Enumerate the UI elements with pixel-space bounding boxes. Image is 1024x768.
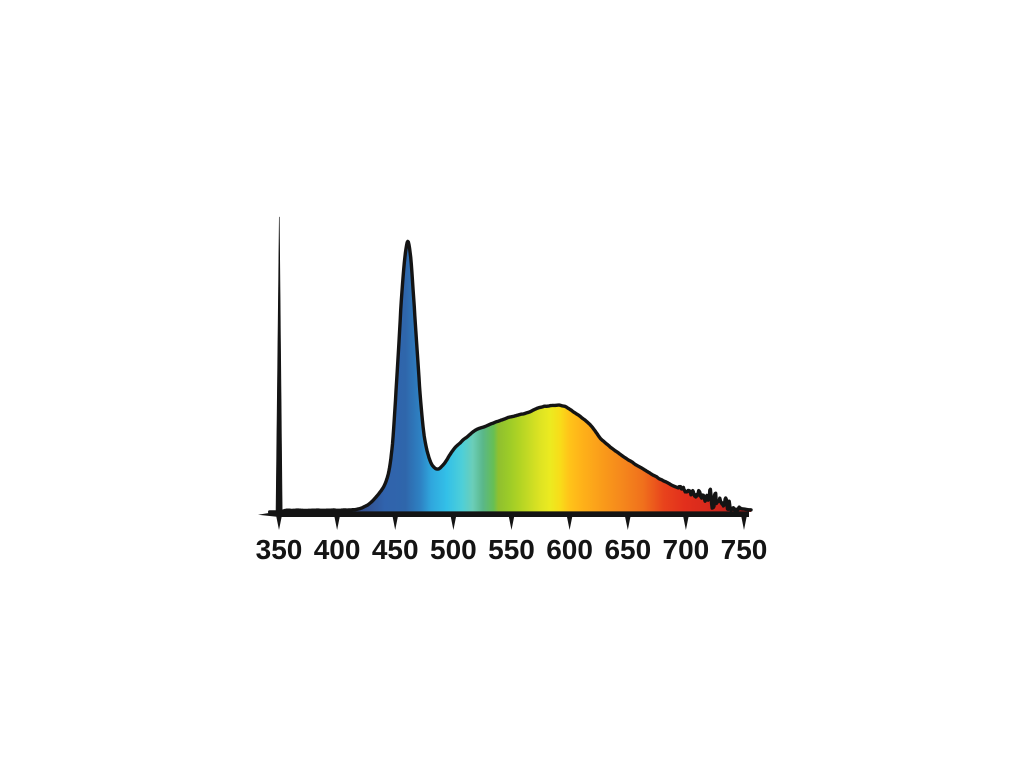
svg-text:400: 400 [314,534,361,565]
svg-text:600: 600 [546,534,593,565]
svg-text:700: 700 [663,534,710,565]
svg-text:450: 450 [372,534,419,565]
svg-text:500: 500 [430,534,477,565]
svg-text:350: 350 [256,534,303,565]
svg-text:550: 550 [488,534,535,565]
svg-text:650: 650 [604,534,651,565]
svg-text:750: 750 [721,534,768,565]
